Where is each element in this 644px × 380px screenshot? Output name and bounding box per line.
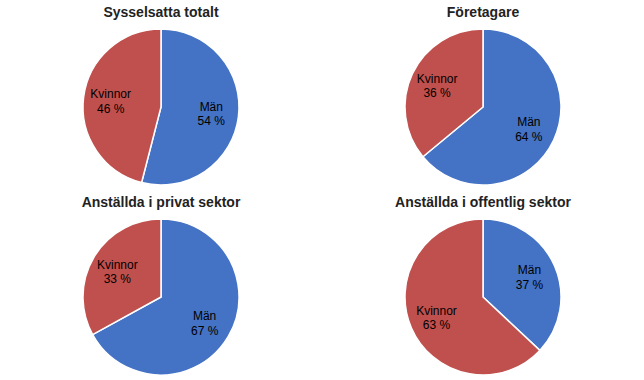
slice-category: Män <box>193 309 216 323</box>
pie-slice <box>83 29 161 183</box>
slice-label: Kvinnor33 % <box>97 258 138 286</box>
slice-label: Män64 % <box>515 115 543 143</box>
figure: Sysselsatta totaltMän54 %Kvinnor46 %Före… <box>0 0 644 380</box>
slice-label: Män67 % <box>191 309 219 337</box>
chart-title: Anställda i offentlig sektor <box>395 194 571 210</box>
slice-value: 36 % <box>423 86 451 100</box>
slices <box>83 219 239 375</box>
pie-chart: Sysselsatta totalt Män54 % Kvinnor46 % <box>83 4 239 185</box>
slice-label: Kvinnor63 % <box>416 304 457 332</box>
chart-root: Sysselsatta totaltMän54 %Kvinnor46 %Före… <box>0 0 644 380</box>
slice-value: 46 % <box>97 102 125 116</box>
chart-title: Anställda i privat sektor <box>82 194 241 210</box>
slice-value: 67 % <box>191 324 219 338</box>
slices <box>405 219 561 375</box>
slices <box>405 29 561 185</box>
slice-labels: Män67 % Kvinnor33 % <box>97 258 219 338</box>
slice-category: Män <box>518 263 541 277</box>
pie-chart: Anställda i offentlig sektor Män37 % Kvinn… <box>395 194 571 375</box>
slice-label: Män37 % <box>516 263 544 291</box>
slices <box>83 29 239 185</box>
chart-title: Företagare <box>447 4 520 20</box>
pie-slice <box>405 219 540 375</box>
slice-category: Män <box>200 100 223 114</box>
pie-slice <box>83 219 161 335</box>
slice-label: Män54 % <box>198 100 226 128</box>
slice-label: Kvinnor46 % <box>90 87 131 115</box>
slice-category: Kvinnor <box>90 87 131 101</box>
slice-category: Kvinnor <box>97 258 138 272</box>
pie-chart: Företagare Män64 % Kvinnor36 % <box>405 4 561 185</box>
pie-slice <box>405 29 483 157</box>
pie-chart: Anställda i privat sektor Män67 % Kvinnor3… <box>82 194 241 375</box>
slice-category: Kvinnor <box>417 72 458 86</box>
slice-value: 37 % <box>516 278 544 292</box>
slice-value: 63 % <box>423 318 451 332</box>
chart-title: Sysselsatta totalt <box>103 4 218 20</box>
slice-value: 64 % <box>515 130 543 144</box>
slice-labels: Män37 % Kvinnor63 % <box>416 263 543 332</box>
slice-category: Män <box>517 115 540 129</box>
slice-category: Kvinnor <box>416 304 457 318</box>
slice-value: 54 % <box>198 114 226 128</box>
slice-labels: Män54 % Kvinnor46 % <box>90 87 225 128</box>
slice-labels: Män64 % Kvinnor36 % <box>417 72 543 144</box>
slice-label: Kvinnor36 % <box>417 72 458 100</box>
slice-value: 33 % <box>104 272 132 286</box>
